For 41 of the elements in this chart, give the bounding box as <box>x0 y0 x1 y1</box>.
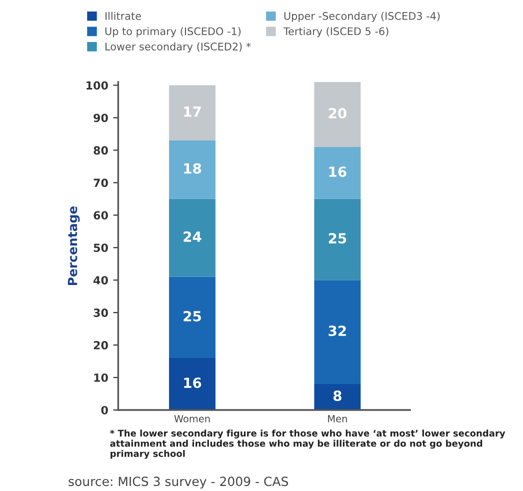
data-label: 25 <box>328 233 346 244</box>
y-tick-label: 0 <box>101 406 108 414</box>
y-tick-label: 100 <box>86 81 108 90</box>
y-tick-label: 10 <box>94 373 108 382</box>
data-label: 20 <box>328 108 346 118</box>
data-label: 18 <box>184 163 202 174</box>
y-tick-label: 50 <box>94 244 108 252</box>
bar <box>314 280 361 384</box>
bar <box>169 85 216 140</box>
source-note: source: MICS 3 survey - 2009 - CAS <box>68 476 288 489</box>
y-tick-label: 40 <box>94 276 108 284</box>
x-tick-label: Women <box>174 415 210 422</box>
data-label: 24 <box>184 231 202 242</box>
y-tick-label: 30 <box>94 308 108 317</box>
bar <box>314 384 361 410</box>
text: * The lower secondary figure is for those who have ‘at most’ lower secondary attainment and includes those who may be illiterate or do not go beyond primary school <box>110 430 506 459</box>
legend-label: Tertiary (ISCED 5 -6) <box>283 27 388 38</box>
data-label: 17 <box>184 106 201 117</box>
bar <box>314 198 361 280</box>
legend-label: Up to primary (ISCEDO -1) <box>105 27 241 38</box>
y-tick-label: 60 <box>94 211 108 220</box>
bar <box>169 198 216 277</box>
data-label: 16 <box>329 166 346 177</box>
bar <box>314 146 361 199</box>
bar <box>169 276 216 358</box>
x-tick-label: Men <box>328 415 347 422</box>
bar <box>169 140 216 199</box>
bar <box>314 82 361 147</box>
y-tick-label: 70 <box>94 178 108 188</box>
bar <box>169 358 216 410</box>
legend-label: Upper -Secondary (ISCED3 -4) <box>284 12 440 22</box>
y-tick-label: 80 <box>94 146 108 155</box>
data-label: 32 <box>328 326 346 336</box>
legend-label: Illitrate <box>106 12 141 20</box>
data-label: 8 <box>333 390 342 402</box>
y-axis-title: Percentage <box>68 206 80 286</box>
data-label: 16 <box>184 378 202 388</box>
legend-label: Lower secondary (ISCED2) * <box>106 42 251 52</box>
data-label: 25 <box>184 310 201 322</box>
y-tick-label: 90 <box>94 114 108 122</box>
y-tick-label: 20 <box>94 341 108 350</box>
